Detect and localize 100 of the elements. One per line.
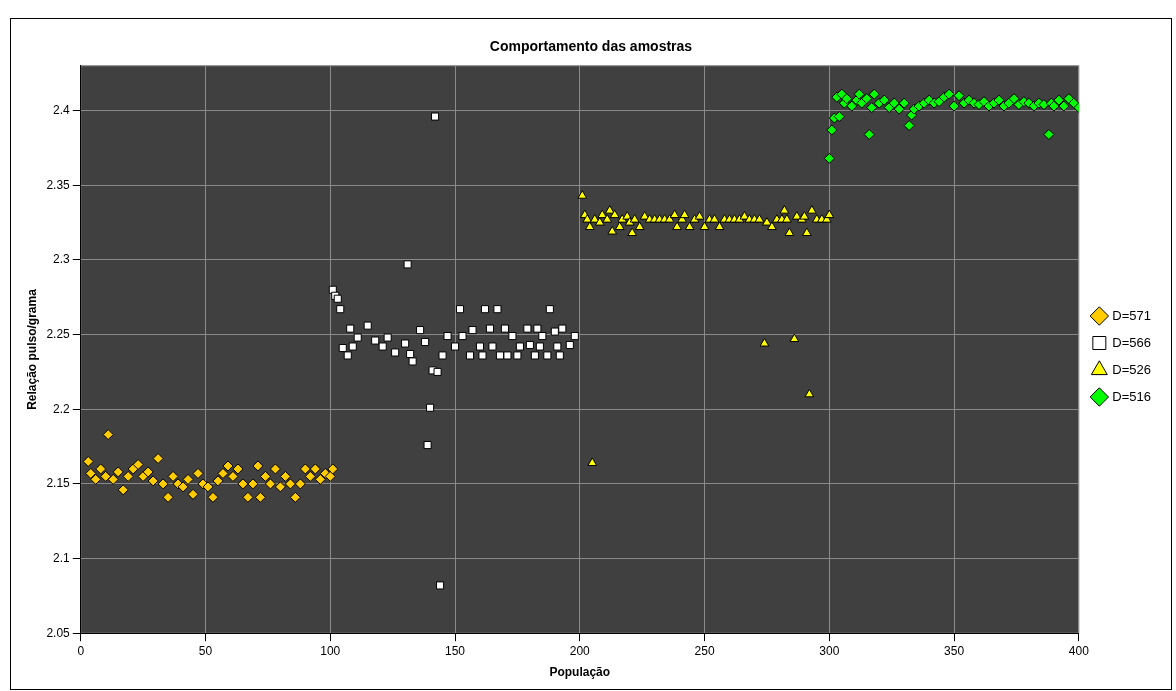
point	[861, 93, 873, 105]
point	[152, 453, 164, 464]
point	[455, 305, 465, 314]
point	[465, 351, 475, 360]
point	[346, 324, 355, 333]
point	[426, 403, 435, 412]
point	[324, 470, 336, 482]
point	[212, 475, 224, 487]
point	[948, 100, 960, 112]
point	[232, 463, 244, 475]
point	[254, 491, 266, 503]
point	[107, 473, 119, 485]
point	[383, 333, 392, 342]
point	[570, 332, 579, 341]
point	[264, 478, 276, 490]
point	[1058, 100, 1070, 112]
point	[856, 97, 868, 109]
point	[299, 463, 311, 475]
point	[458, 332, 467, 341]
point	[391, 348, 400, 357]
y-tick-label: 2.1	[53, 550, 71, 565]
point	[371, 336, 380, 345]
point	[378, 342, 387, 351]
point	[279, 470, 291, 482]
point	[217, 467, 229, 479]
point	[903, 120, 915, 132]
point	[853, 88, 865, 100]
point	[85, 467, 97, 479]
point	[182, 473, 194, 485]
point	[269, 463, 281, 475]
point	[953, 90, 965, 102]
point	[289, 491, 301, 503]
point	[222, 460, 234, 472]
point	[898, 97, 910, 109]
point	[993, 94, 1005, 106]
point	[304, 470, 316, 482]
point	[1038, 99, 1050, 111]
point	[157, 478, 169, 490]
point	[100, 470, 112, 482]
x-tick-label: 350	[944, 643, 965, 658]
point	[538, 332, 547, 341]
point	[338, 343, 347, 353]
point	[137, 470, 149, 482]
point	[327, 463, 339, 475]
point	[533, 324, 542, 333]
x-tick-label: 200	[569, 643, 591, 658]
point	[314, 473, 326, 485]
x-tick-label: 150	[445, 643, 466, 658]
point	[525, 340, 534, 350]
point	[893, 103, 905, 115]
y-tick-label: 2.25	[46, 326, 71, 341]
point	[513, 351, 522, 360]
point	[503, 351, 512, 360]
point	[878, 94, 890, 106]
chart-title: Comportamento das amostras	[489, 38, 693, 55]
point	[142, 466, 154, 478]
point	[1053, 94, 1065, 106]
point	[112, 466, 124, 478]
point	[242, 491, 254, 503]
point	[202, 481, 214, 493]
point	[147, 475, 159, 487]
x-tick-label: 0	[77, 643, 85, 658]
point	[309, 463, 321, 475]
legend-label: D=566	[1112, 334, 1151, 350]
point	[565, 340, 574, 350]
point	[480, 305, 490, 314]
point	[207, 491, 219, 503]
point	[888, 97, 900, 109]
point	[833, 111, 845, 123]
point	[252, 460, 264, 472]
point	[353, 333, 362, 342]
point	[259, 470, 271, 482]
point	[438, 351, 447, 360]
point	[1003, 97, 1015, 109]
point	[883, 102, 895, 114]
point	[558, 324, 567, 333]
point	[826, 124, 838, 136]
point	[294, 478, 306, 490]
point	[122, 470, 134, 482]
point	[237, 478, 249, 490]
point	[543, 351, 552, 360]
point	[82, 455, 94, 467]
point	[495, 351, 504, 360]
point	[1043, 128, 1055, 140]
point	[535, 342, 544, 351]
x-tick-label: 250	[694, 643, 715, 658]
point	[868, 88, 880, 100]
y-tick-label: 2.3	[53, 252, 71, 267]
point	[247, 478, 259, 490]
point	[436, 581, 445, 590]
point	[187, 488, 199, 500]
x-tick-label: 100	[320, 643, 341, 658]
point	[943, 88, 955, 100]
y-tick-label: 2.05	[46, 625, 71, 640]
point	[508, 332, 517, 341]
point	[478, 351, 487, 360]
point	[363, 321, 372, 330]
point	[530, 351, 539, 360]
point	[403, 260, 412, 269]
x-axis-title: População	[549, 665, 611, 680]
